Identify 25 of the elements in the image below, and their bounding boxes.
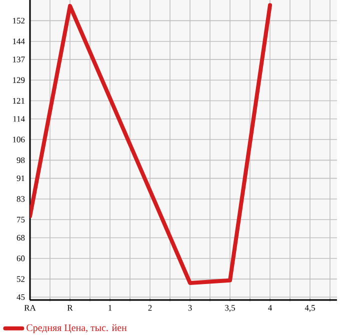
x-tick-label: 2	[148, 305, 152, 311]
x-tick-label: 3	[188, 305, 192, 311]
y-tick-label: 121	[13, 98, 24, 104]
legend-label: Средняя Цена, тыс. йен	[26, 324, 127, 334]
x-tick-label: 3,5	[225, 305, 235, 312]
y-tick-label: 83	[16, 196, 25, 202]
y-tick-label: 75	[17, 216, 25, 222]
y-tick-label: 98	[16, 157, 25, 164]
line-series	[30, 3, 272, 285]
y-tick-label: 45	[16, 294, 25, 300]
y-tick-label: 52	[16, 276, 25, 282]
y-tick-label: 129	[13, 77, 25, 83]
x-tick-label: 4,5	[304, 305, 315, 312]
y-tick-label: 114	[13, 116, 25, 122]
y-tick-label: 152	[13, 18, 25, 24]
y-tick-label: 60	[16, 256, 25, 262]
y-tick-label: 144	[13, 38, 25, 44]
x-tick-label: R	[67, 305, 73, 311]
x-tick-label: 4	[268, 305, 272, 311]
y-tick-label: 91	[16, 175, 24, 182]
y-tick-label: 68	[16, 234, 25, 241]
x-tick-label: RA	[24, 305, 36, 311]
x-tick-label: 1	[108, 305, 112, 311]
y-tick-label: 106	[13, 136, 25, 142]
y-tick-label: 137	[13, 56, 25, 62]
